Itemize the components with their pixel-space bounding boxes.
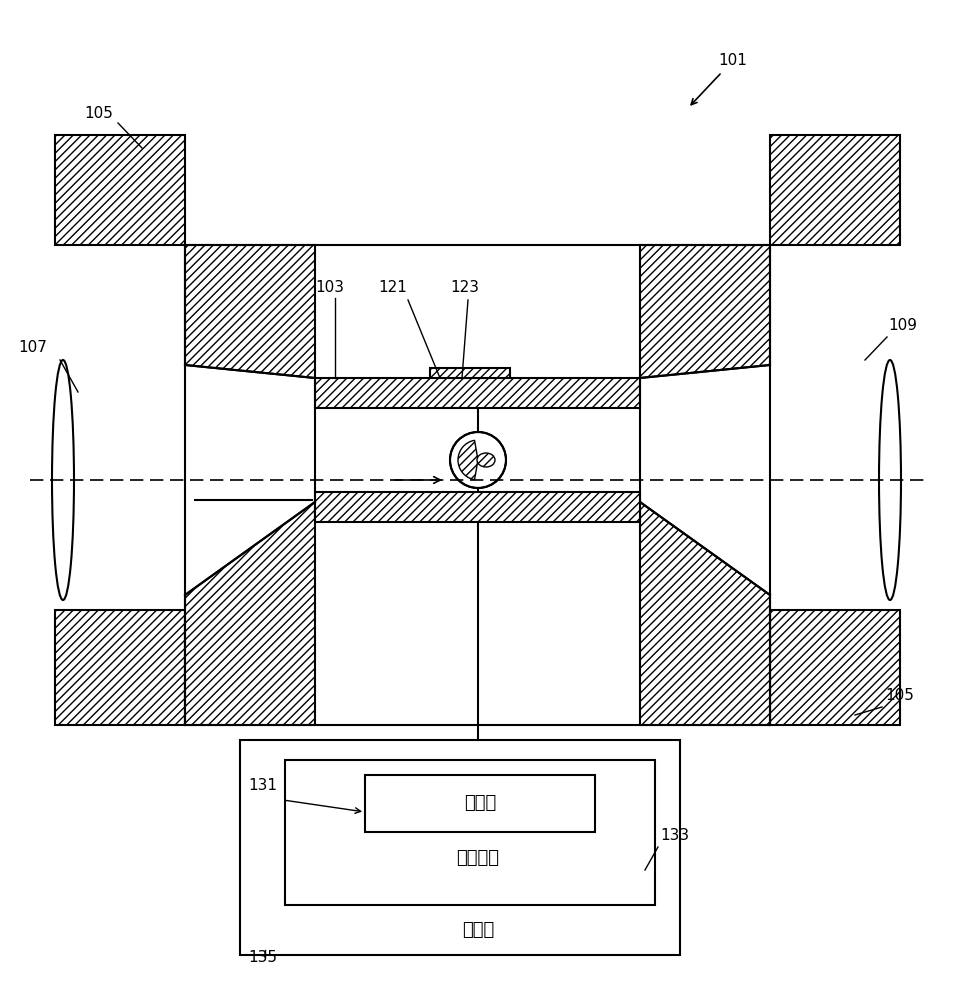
Text: 133: 133 xyxy=(660,828,689,843)
Bar xyxy=(55,610,185,725)
Bar xyxy=(430,368,510,378)
Bar xyxy=(770,135,900,245)
Bar xyxy=(315,378,640,408)
Bar xyxy=(770,610,900,725)
Bar xyxy=(315,492,640,522)
Text: 123: 123 xyxy=(450,280,479,295)
Text: 发送器: 发送器 xyxy=(462,921,494,939)
Ellipse shape xyxy=(477,453,495,467)
Polygon shape xyxy=(185,502,315,725)
Text: 109: 109 xyxy=(888,318,917,333)
Text: 131: 131 xyxy=(248,778,277,793)
Text: 121: 121 xyxy=(378,280,407,295)
Bar xyxy=(285,760,655,905)
Bar xyxy=(240,740,680,955)
Bar xyxy=(365,775,595,832)
Bar xyxy=(55,135,185,245)
Polygon shape xyxy=(640,245,770,378)
Text: 处理器: 处理器 xyxy=(464,794,496,812)
Polygon shape xyxy=(640,502,770,725)
Polygon shape xyxy=(185,245,315,378)
Text: 135: 135 xyxy=(248,950,277,965)
Text: 101: 101 xyxy=(718,53,746,68)
Text: 103: 103 xyxy=(315,280,344,295)
Circle shape xyxy=(450,432,506,488)
Text: 105: 105 xyxy=(84,106,113,121)
Text: 107: 107 xyxy=(18,340,47,355)
Text: 105: 105 xyxy=(885,688,914,703)
Wedge shape xyxy=(458,440,478,480)
Text: 配置工具: 配置工具 xyxy=(456,849,500,867)
